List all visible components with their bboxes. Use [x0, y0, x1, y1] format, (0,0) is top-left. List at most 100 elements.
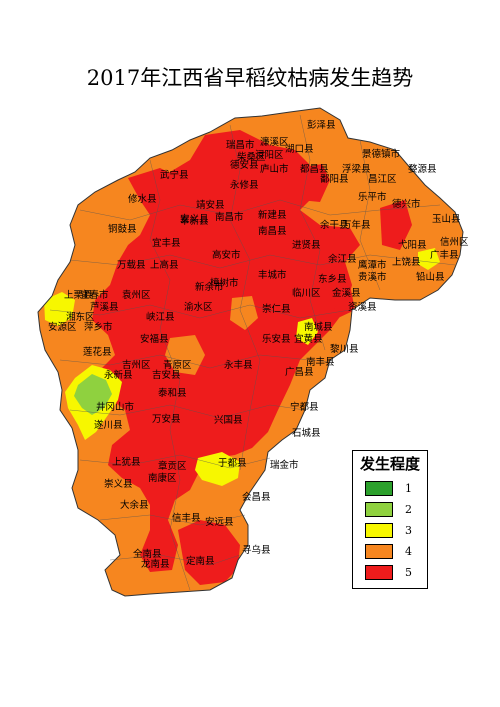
county-label: 昌江区: [368, 174, 397, 185]
legend-label-4: 4: [405, 545, 412, 558]
severity-4-region: [165, 335, 205, 375]
county-label: 袁州区: [122, 289, 151, 301]
county-label: 寻乌县: [242, 544, 271, 556]
county-label: 芦溪县: [90, 301, 119, 313]
county-label: 遂川县: [94, 419, 123, 431]
county-label: 都昌县: [300, 164, 329, 175]
county-label: 宜春市: [80, 289, 109, 301]
severity-3-region: [44, 292, 75, 326]
severity-5-region: [128, 168, 180, 205]
legend-swatch-4: [365, 544, 393, 559]
county-label: 永丰县: [224, 359, 253, 371]
county-label: 信丰县: [172, 512, 201, 524]
county-label: 东乡县: [318, 273, 347, 285]
legend-label-3: 3: [405, 524, 412, 537]
severity-4-region: [230, 296, 258, 330]
severity-2-region: [74, 374, 112, 415]
legend-swatch-5: [365, 565, 393, 580]
county-label: 弋阳县: [398, 239, 427, 251]
county-label: 铅山县: [416, 271, 445, 283]
legend-title: 发生程度: [359, 455, 420, 473]
county-label: 新建县: [258, 209, 287, 221]
severity-3-region: [418, 248, 440, 270]
county-label: 鄱阳县: [320, 173, 349, 185]
county-boundaries: [49, 114, 456, 591]
county-label: 上饶县: [392, 256, 421, 268]
county-label: 庐山市: [260, 163, 289, 175]
county-label: 高安市: [212, 249, 241, 261]
county-label: 德安县: [230, 159, 259, 171]
county-label: 渝水区: [184, 301, 213, 313]
county-label: 黎川县: [330, 343, 359, 355]
county-label: 宜黄县: [294, 333, 323, 345]
county-label: 吉州区: [122, 360, 151, 371]
county-label: 龙南县: [141, 558, 170, 570]
county-label: 乐安县: [262, 333, 291, 345]
county-label: 广昌县: [285, 366, 314, 378]
county-label: 湖口县: [285, 144, 314, 155]
county-label: 景德镇市: [362, 148, 401, 160]
county-label: 信州区: [440, 236, 469, 248]
county-label: 安福县: [140, 333, 169, 345]
county-label: 井冈山市: [96, 401, 135, 413]
severity-3-region: [195, 452, 240, 486]
county-label: 万年县: [342, 219, 371, 231]
county-label: 鹰潭市: [358, 259, 387, 271]
county-label: 万安县: [152, 413, 181, 425]
county-label: 临川区: [292, 287, 321, 299]
county-label: 上犹县: [112, 457, 141, 468]
county-label: 彭泽县: [307, 119, 336, 131]
legend-label-5: 5: [405, 566, 412, 579]
county-label: 贵溪市: [358, 271, 387, 283]
county-label: 德兴市: [392, 198, 421, 210]
county-label: 万载县: [117, 259, 146, 271]
county-label: 永新县: [104, 369, 133, 381]
county-label: 余江县: [328, 253, 357, 265]
county-label: 章贡区: [158, 460, 187, 472]
map-title: 2017年江西省早稻纹枯病发生趋势: [86, 66, 414, 90]
county-label: 会昌县: [242, 491, 271, 503]
severity-5-region: [328, 285, 355, 318]
county-label: 于都县: [218, 458, 247, 469]
severity-5-region: [92, 130, 360, 572]
county-label: 新余市: [195, 281, 224, 293]
legend-swatch-2: [365, 502, 393, 517]
county-label: 宁都县: [290, 401, 319, 413]
county-label: 柴桑区: [237, 151, 266, 163]
county-label: 进贤县: [292, 240, 321, 251]
county-label: 南城县: [304, 321, 333, 333]
county-label: 南康区: [148, 472, 177, 484]
county-label: 上栗县: [64, 290, 93, 301]
county-label: 浔阳区: [255, 150, 284, 161]
county-label: 金溪县: [332, 287, 361, 299]
county-label: 莲花县: [83, 346, 112, 358]
severity-5-region: [178, 520, 240, 585]
county-label: 南昌市: [215, 211, 244, 223]
severity-5-region: [380, 200, 412, 250]
county-label: 婺源县: [408, 164, 437, 175]
county-label: 修水县: [128, 193, 157, 205]
county-label: 安义县: [180, 213, 209, 225]
county-label: 宜丰县: [152, 237, 181, 249]
county-label: 资溪县: [348, 301, 377, 313]
county-label: 湘东区: [66, 311, 95, 323]
county-label: 石城县: [292, 428, 321, 439]
county-label: 崇仁县: [262, 303, 291, 315]
county-label: 吉安县: [152, 369, 181, 381]
county-label: 上高县: [150, 259, 179, 271]
county-label: 铜鼓县: [108, 223, 137, 235]
county-label: 丰城市: [258, 269, 287, 281]
county-label: 玉山县: [432, 214, 461, 225]
county-label: 崇义县: [104, 479, 133, 490]
county-label: 大余县: [120, 499, 149, 511]
county-label: 瑞昌市: [226, 139, 255, 151]
county-label: 定南县: [186, 555, 215, 567]
county-label: 浮梁县: [342, 163, 371, 175]
county-label: 泰和县: [158, 387, 187, 399]
county-label: 青原区: [163, 359, 192, 371]
county-label: 乐平市: [358, 191, 387, 203]
county-label: 萍乡市: [84, 321, 113, 333]
county-label: 兴国县: [214, 415, 243, 426]
